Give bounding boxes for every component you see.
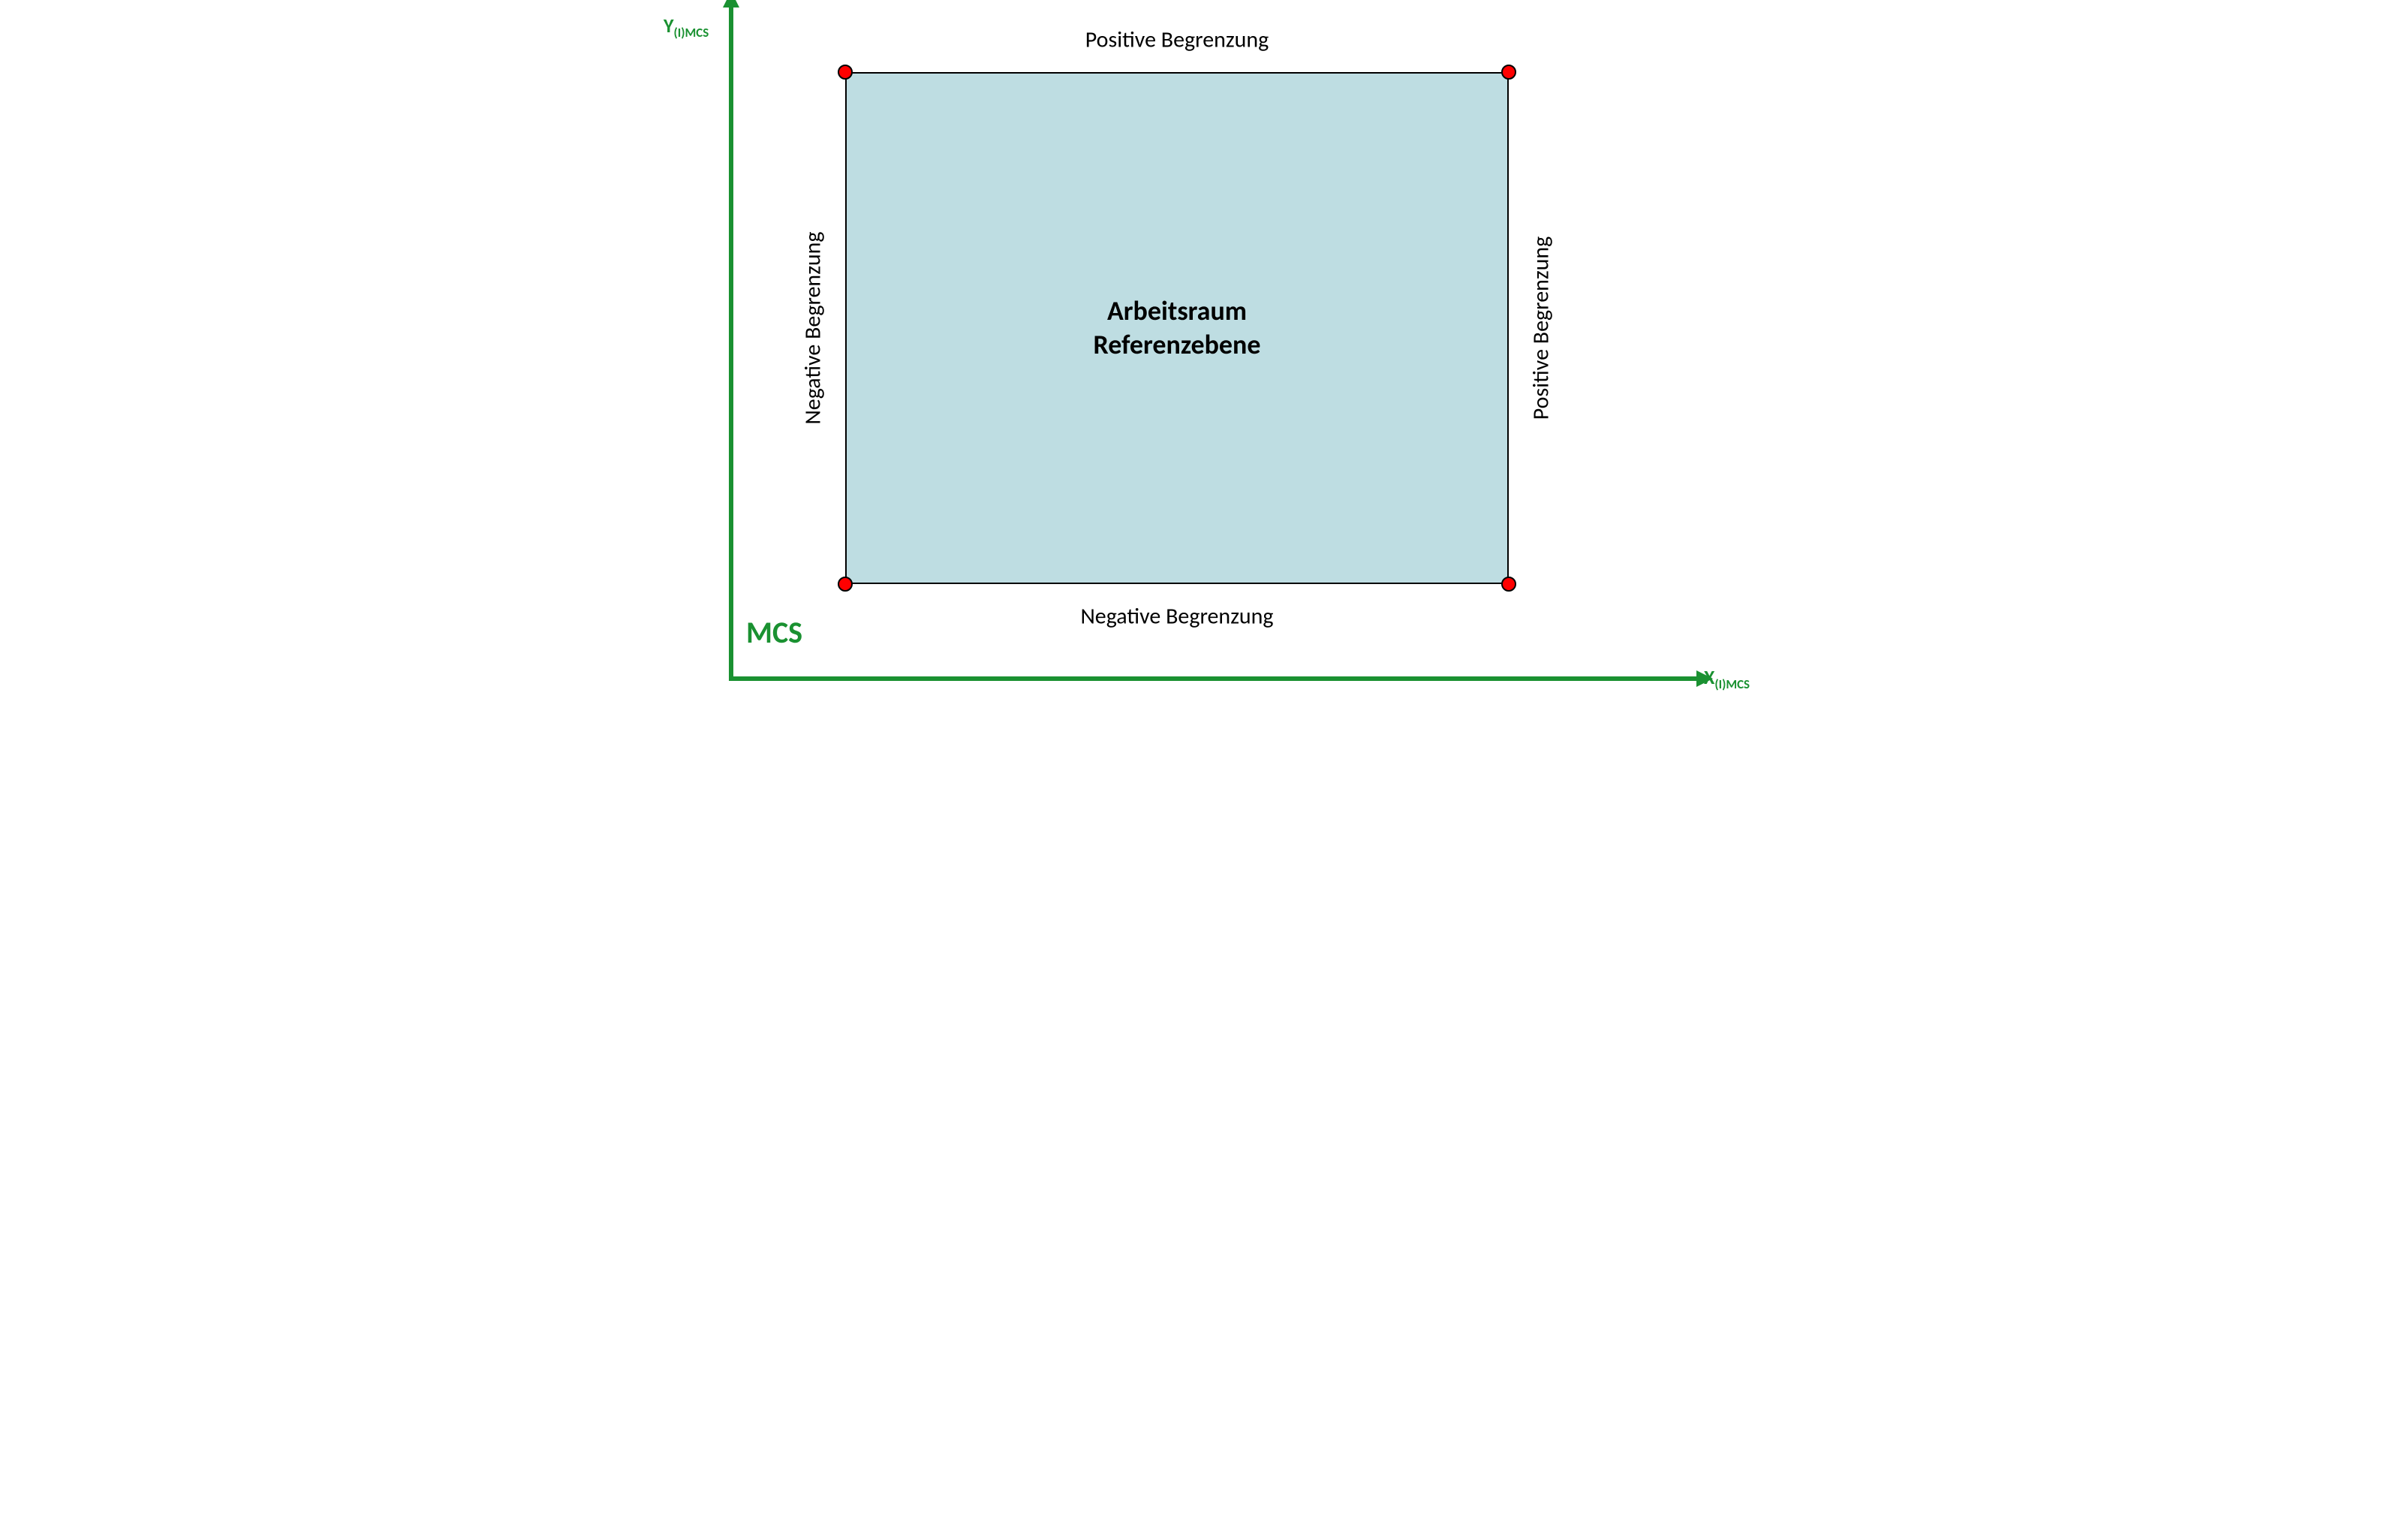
- x-axis-label-main: X: [1704, 665, 1714, 689]
- workspace-center-label: ArbeitsraumReferenzebene: [1094, 294, 1261, 362]
- corner-dot-bottom-right: [1501, 577, 1516, 592]
- edge-label-left: Negative Begrenzung: [799, 231, 827, 424]
- y-axis-label-main: Y: [664, 14, 674, 38]
- y-axis-arrow: [723, 0, 739, 8]
- corner-dot-top-right: [1501, 65, 1516, 80]
- diagram-stage: X(I)MCSY(I)MCSMCSArbeitsraumReferenzeben…: [649, 0, 1759, 713]
- workspace-center-line2: Referenzebene: [1094, 328, 1261, 362]
- mcs-label: MCS: [746, 614, 802, 651]
- corner-dot-bottom-left: [838, 577, 853, 592]
- y-axis-line: [729, 6, 733, 681]
- x-axis-line: [729, 676, 1698, 681]
- y-axis-label: Y(I)MCS: [664, 14, 709, 41]
- edge-label-bottom: Negative Begrenzung: [1080, 603, 1273, 631]
- edge-label-right: Positive Begrenzung: [1528, 236, 1555, 420]
- x-axis-label: X(I)MCS: [1704, 665, 1750, 692]
- workspace-center-line1: Arbeitsraum: [1094, 294, 1261, 328]
- x-axis-label-sub: (I)MCS: [1714, 676, 1750, 692]
- corner-dot-top-left: [838, 65, 853, 80]
- edge-label-top: Positive Begrenzung: [1085, 26, 1269, 54]
- y-axis-label-sub: (I)MCS: [674, 25, 709, 41]
